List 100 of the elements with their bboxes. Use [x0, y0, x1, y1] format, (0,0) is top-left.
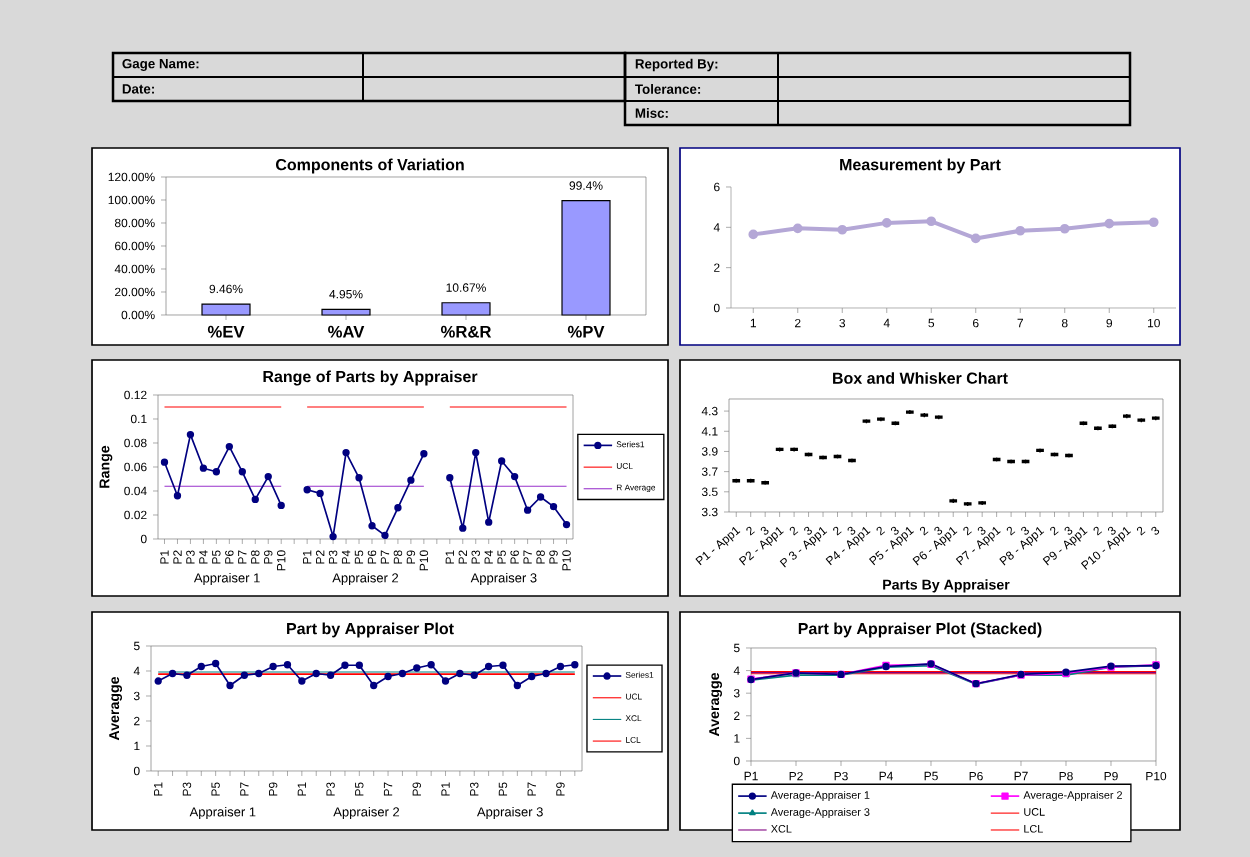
x-tick-label: 1 [750, 318, 757, 328]
x-tick-label: P2 [315, 550, 325, 564]
x-tick-label: P1 [744, 771, 758, 781]
x-tick-label: 4 [883, 318, 890, 328]
x-tick-label: P3 [186, 550, 195, 564]
x-tick-label: 2 [795, 318, 801, 328]
x-tick-label: P6 [225, 550, 234, 564]
y-tick-label: 3.7 [701, 467, 718, 476]
x-tick-label: P1 [441, 782, 450, 796]
x-tick-label: 2 [1136, 526, 1146, 536]
y-tick-label: 100.00% [108, 195, 155, 205]
text: Tolerance: [635, 84, 701, 94]
x-tick-label: P10 [419, 550, 429, 571]
x-tick-label: P5 [212, 550, 221, 564]
x-tick-label: P2 [173, 550, 182, 564]
legend-label: Average-Appraiser 2 [1023, 790, 1122, 802]
x-tick-label: %EV [207, 325, 245, 338]
legend-label: LCL [1024, 824, 1043, 833]
y-tick-label: 0 [140, 534, 147, 544]
legend-label: R Average [616, 484, 656, 493]
y-tick-label: 3.9 [701, 447, 718, 456]
legend-label: Average-Appraiser 3 [770, 807, 870, 819]
y-tick-label: 20.00% [115, 287, 155, 297]
text: Date: [122, 84, 154, 94]
x-tick-label: 10 [1147, 318, 1160, 328]
y-tick-label: 3.5 [701, 487, 718, 497]
x-tick-label: P1 [303, 550, 312, 564]
x-tick-label: P2 [789, 771, 803, 781]
x-tick-label: 7 [1017, 318, 1023, 328]
legend-label: UCL [626, 693, 642, 700]
x-tick-label: %PV [567, 325, 605, 338]
y-tick-label: 0 [733, 756, 740, 766]
y-tick-label: 4.1 [701, 427, 718, 436]
x-tick-label: P3 [326, 782, 335, 796]
x-tick-label: P7 [380, 550, 390, 564]
text: Gage Name: [122, 58, 199, 72]
y-tick-label: 2 [714, 263, 720, 272]
x-tick-label: P3 [471, 550, 480, 564]
y-tick-label: 4.3 [701, 406, 718, 416]
x-tick-label: P1 [445, 550, 454, 564]
y-tick-label: 4 [133, 666, 140, 676]
x-tick-label: 2 [963, 526, 972, 536]
y-tick-label: 0 [133, 766, 140, 776]
legend-label: Series1 [616, 441, 645, 448]
x-tick-label: P4 [199, 550, 208, 564]
x-tick-label: P5 [498, 782, 508, 796]
x-tick-label: P5 [355, 782, 364, 796]
x-tick-label: P6 [510, 550, 519, 564]
x-axis-title: Parts By Appraiser [883, 579, 1010, 593]
x-tick-label: 2 [746, 526, 755, 536]
x-tick-label: %AV [328, 325, 365, 338]
data-label: 10.67% [446, 283, 486, 292]
y-tick-label: 0.02 [124, 510, 147, 520]
x-tick-label: P2 [458, 550, 467, 564]
y-tick-label: 0.1 [130, 414, 147, 424]
x-tick-label: P10 [276, 550, 286, 571]
x-tick-label: P5 [497, 550, 506, 564]
x-tick-label: P3 [328, 550, 338, 564]
x-tick-label: P8 [1059, 771, 1073, 781]
x-tick-label: P4 [484, 550, 493, 564]
x-tick-label: P7 [527, 782, 536, 796]
x-tick-label: 2 [876, 526, 886, 536]
chart-title: Measurement by Part [840, 158, 1001, 174]
y-tick-label: 2 [134, 716, 140, 726]
chart-title: Range of Parts by Appraiser [263, 370, 478, 386]
text: Appraiser 3 [476, 806, 543, 820]
x-tick-label: P5 [924, 771, 938, 781]
x-tick-label: P1 [154, 782, 163, 796]
legend-label: Average-Appraiser 1 [770, 790, 870, 802]
x-tick-label: 9 [1106, 318, 1113, 328]
y-tick-label: 0.06 [124, 462, 147, 472]
x-tick-label: 2 [789, 526, 799, 536]
y-tick-label: 0.04 [124, 486, 147, 496]
x-tick-label: P4 [341, 550, 351, 564]
x-tick-label: P9 [549, 550, 558, 564]
y-tick-label: 3 [133, 691, 140, 701]
x-tick-label: 2 [1006, 526, 1016, 536]
x-tick-label: P7 [1014, 771, 1028, 781]
text: Appraiser 2 [332, 572, 399, 586]
y-tick-label: 6 [714, 182, 720, 192]
text: Misc: [635, 108, 668, 118]
x-tick-label: 8 [1061, 318, 1068, 328]
legend-label: UCL [1024, 808, 1045, 816]
legend-label: LCL [626, 736, 641, 743]
y-tick-label: 1 [134, 741, 140, 751]
y-tick-label: 4 [733, 666, 740, 675]
y-tick-label: 1 [734, 734, 740, 743]
x-tick-label: P1 [297, 782, 306, 796]
x-tick-label: %R&R [440, 325, 492, 338]
data-label: 4.95% [329, 289, 363, 299]
y-tick-label: 0.12 [124, 390, 147, 400]
text: Appraiser 1 [189, 806, 256, 820]
y-axis-title: Range [99, 445, 113, 488]
x-tick-label: P4 [879, 771, 893, 781]
x-tick-label: P7 [523, 550, 532, 564]
y-tick-label: 5 [133, 641, 140, 651]
y-tick-label: 40.00% [114, 264, 155, 274]
x-tick-label: P9 [268, 782, 278, 796]
y-tick-label: 5 [733, 643, 740, 653]
x-tick-label: 2 [1050, 526, 1059, 536]
